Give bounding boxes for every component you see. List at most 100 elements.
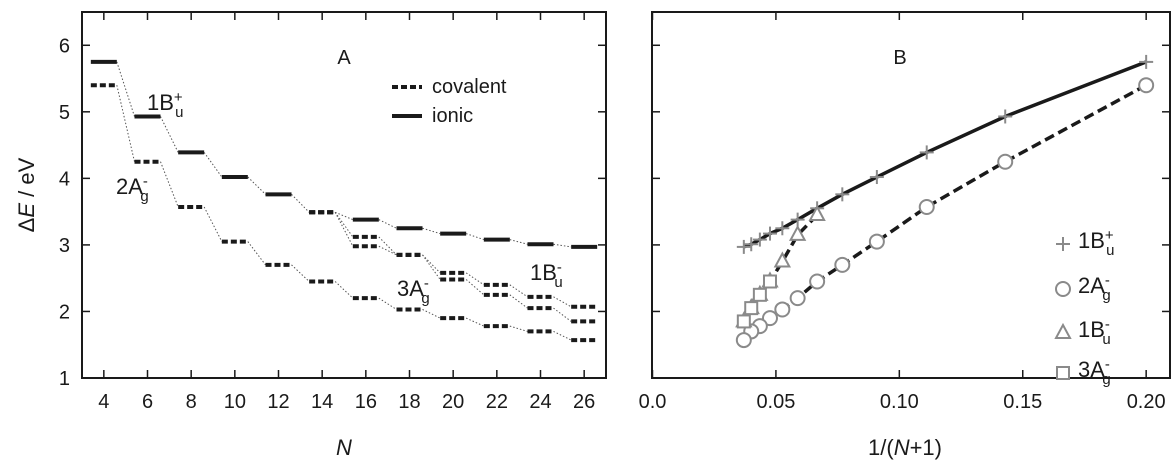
panel-a-bars <box>90 59 598 343</box>
legend-ionic-label: ionic <box>432 105 473 127</box>
b-legend-label: 3A-g <box>1078 356 1111 388</box>
a-ytick-label: 6 <box>59 35 70 57</box>
a-xtick-label: 20 <box>442 391 464 413</box>
b-marker-circle <box>868 233 885 250</box>
a-guide-line <box>378 245 397 256</box>
b-legend-label: 1B+ u <box>1078 227 1115 259</box>
a-guide-line <box>553 330 572 341</box>
a-guide-line <box>422 254 441 280</box>
a-guide-line <box>422 227 441 235</box>
a-ytick-label: 3 <box>59 235 70 257</box>
a-guide-line <box>116 61 135 117</box>
a-guide-line <box>291 264 310 282</box>
a-state-label: 1B+ u <box>147 89 184 121</box>
a-guide-line <box>203 206 223 242</box>
b-marker-circle <box>774 301 791 318</box>
a-xtick-label: 12 <box>267 391 289 413</box>
a-guide-line <box>378 297 397 310</box>
a-xtick-label: 26 <box>573 391 595 413</box>
legend-covalent-label: covalent <box>432 76 507 98</box>
a-xtick-label: 8 <box>186 391 197 413</box>
a-guide-line <box>509 239 528 245</box>
a-guide-line <box>378 219 397 229</box>
panel-a-xlabel: N <box>336 435 352 460</box>
a-guide-line <box>378 236 397 256</box>
b-marker-square <box>752 287 767 302</box>
b-xtick-label: 0.20 <box>1127 391 1166 413</box>
a-state-label: 2A-g <box>116 173 149 205</box>
b-xtick-label: 0.15 <box>1003 391 1042 413</box>
b-marker-triangle <box>1054 322 1072 339</box>
panel-b-ticks: 0.0 0.05 0.10 0.15 0.20 <box>639 12 1170 413</box>
a-ytick-label: 4 <box>59 168 70 190</box>
a-guide-line <box>334 212 354 247</box>
a-xtick-label: 16 <box>355 391 377 413</box>
a-guide-line <box>553 243 572 248</box>
a-guide-line <box>334 281 354 299</box>
b-marker-square <box>736 314 751 329</box>
b-marker-circle <box>735 332 752 349</box>
panel-a-label: A <box>337 47 351 69</box>
b-marker-triangle <box>808 204 826 221</box>
a-ytick-label: 5 <box>59 102 70 124</box>
a-xtick-label: 24 <box>529 391 551 413</box>
a-state-label: 3A-g <box>397 275 430 307</box>
b-legend-label: 2A-g <box>1078 272 1111 304</box>
a-xtick-label: 4 <box>98 391 109 413</box>
b-marker-square <box>762 274 777 289</box>
a-guide-line <box>247 176 266 195</box>
b-xtick-label: 0.0 <box>639 391 667 413</box>
a-guide-line <box>465 279 485 296</box>
a-guide-line <box>116 85 135 162</box>
b-xtick-label: 0.10 <box>880 391 919 413</box>
a-guide-line <box>465 272 485 286</box>
a-xtick-label: 22 <box>486 391 508 413</box>
panel-a-legend: covalent ionic <box>392 76 507 127</box>
b-xtick-label: 0.05 <box>756 391 795 413</box>
a-guide-line <box>422 309 441 319</box>
b-marker-circle <box>918 198 935 215</box>
panel-a-ylabel: ΔE / eV <box>14 157 39 232</box>
a-guide-line <box>553 307 572 322</box>
a-guide-line <box>160 116 179 153</box>
b-marker-square <box>744 301 759 316</box>
b-marker-circle <box>789 290 806 307</box>
a-guide-line <box>203 152 223 178</box>
b-marker-triangle <box>788 224 807 241</box>
a-xtick-label: 10 <box>224 391 246 413</box>
b-marker-circle <box>809 273 826 290</box>
b-marker-circle <box>834 256 851 273</box>
panel-b-markers <box>735 54 1155 349</box>
panel-b-frame <box>651 11 1171 379</box>
a-ytick-label: 2 <box>59 301 70 323</box>
panel-b-legend: 1B+ u 2A-g 1B-u 3A-g <box>1054 227 1115 388</box>
a-state-label: 1B-u <box>530 259 563 291</box>
a-guide-line <box>553 296 572 308</box>
a-guide-line <box>291 193 310 213</box>
a-guide-line <box>247 241 266 266</box>
panel-a-annotations: 1B+ u 2A-g 3A-g 1B-u <box>116 89 563 307</box>
a-ytick-label: 1 <box>59 368 70 390</box>
b-marker-triangle <box>773 251 792 268</box>
a-guide-line <box>465 317 485 327</box>
panel-a-guides <box>116 61 572 341</box>
panel-b-xlabel: 1/(N+1) <box>868 435 942 460</box>
a-xtick-label: 18 <box>398 391 420 413</box>
a-guide-line <box>422 254 441 274</box>
panel-b-label: B <box>893 47 906 69</box>
b-legend-label: 1B-u <box>1078 316 1111 348</box>
panel-a-frame <box>81 11 607 379</box>
a-guide-line <box>466 233 484 241</box>
a-guide-line <box>160 161 179 208</box>
panel-b: B 1/(N+1) 0.0 0.05 0.10 0.15 0.20 1B+ u2A-g1B… <box>639 11 1171 460</box>
a-guide-line <box>334 212 354 238</box>
a-xtick-label: 6 <box>142 391 153 413</box>
a-guide-line <box>509 325 528 332</box>
a-xtick-label: 14 <box>311 391 333 413</box>
b-marker-circle <box>1055 281 1071 297</box>
a-guide-line <box>509 284 528 298</box>
